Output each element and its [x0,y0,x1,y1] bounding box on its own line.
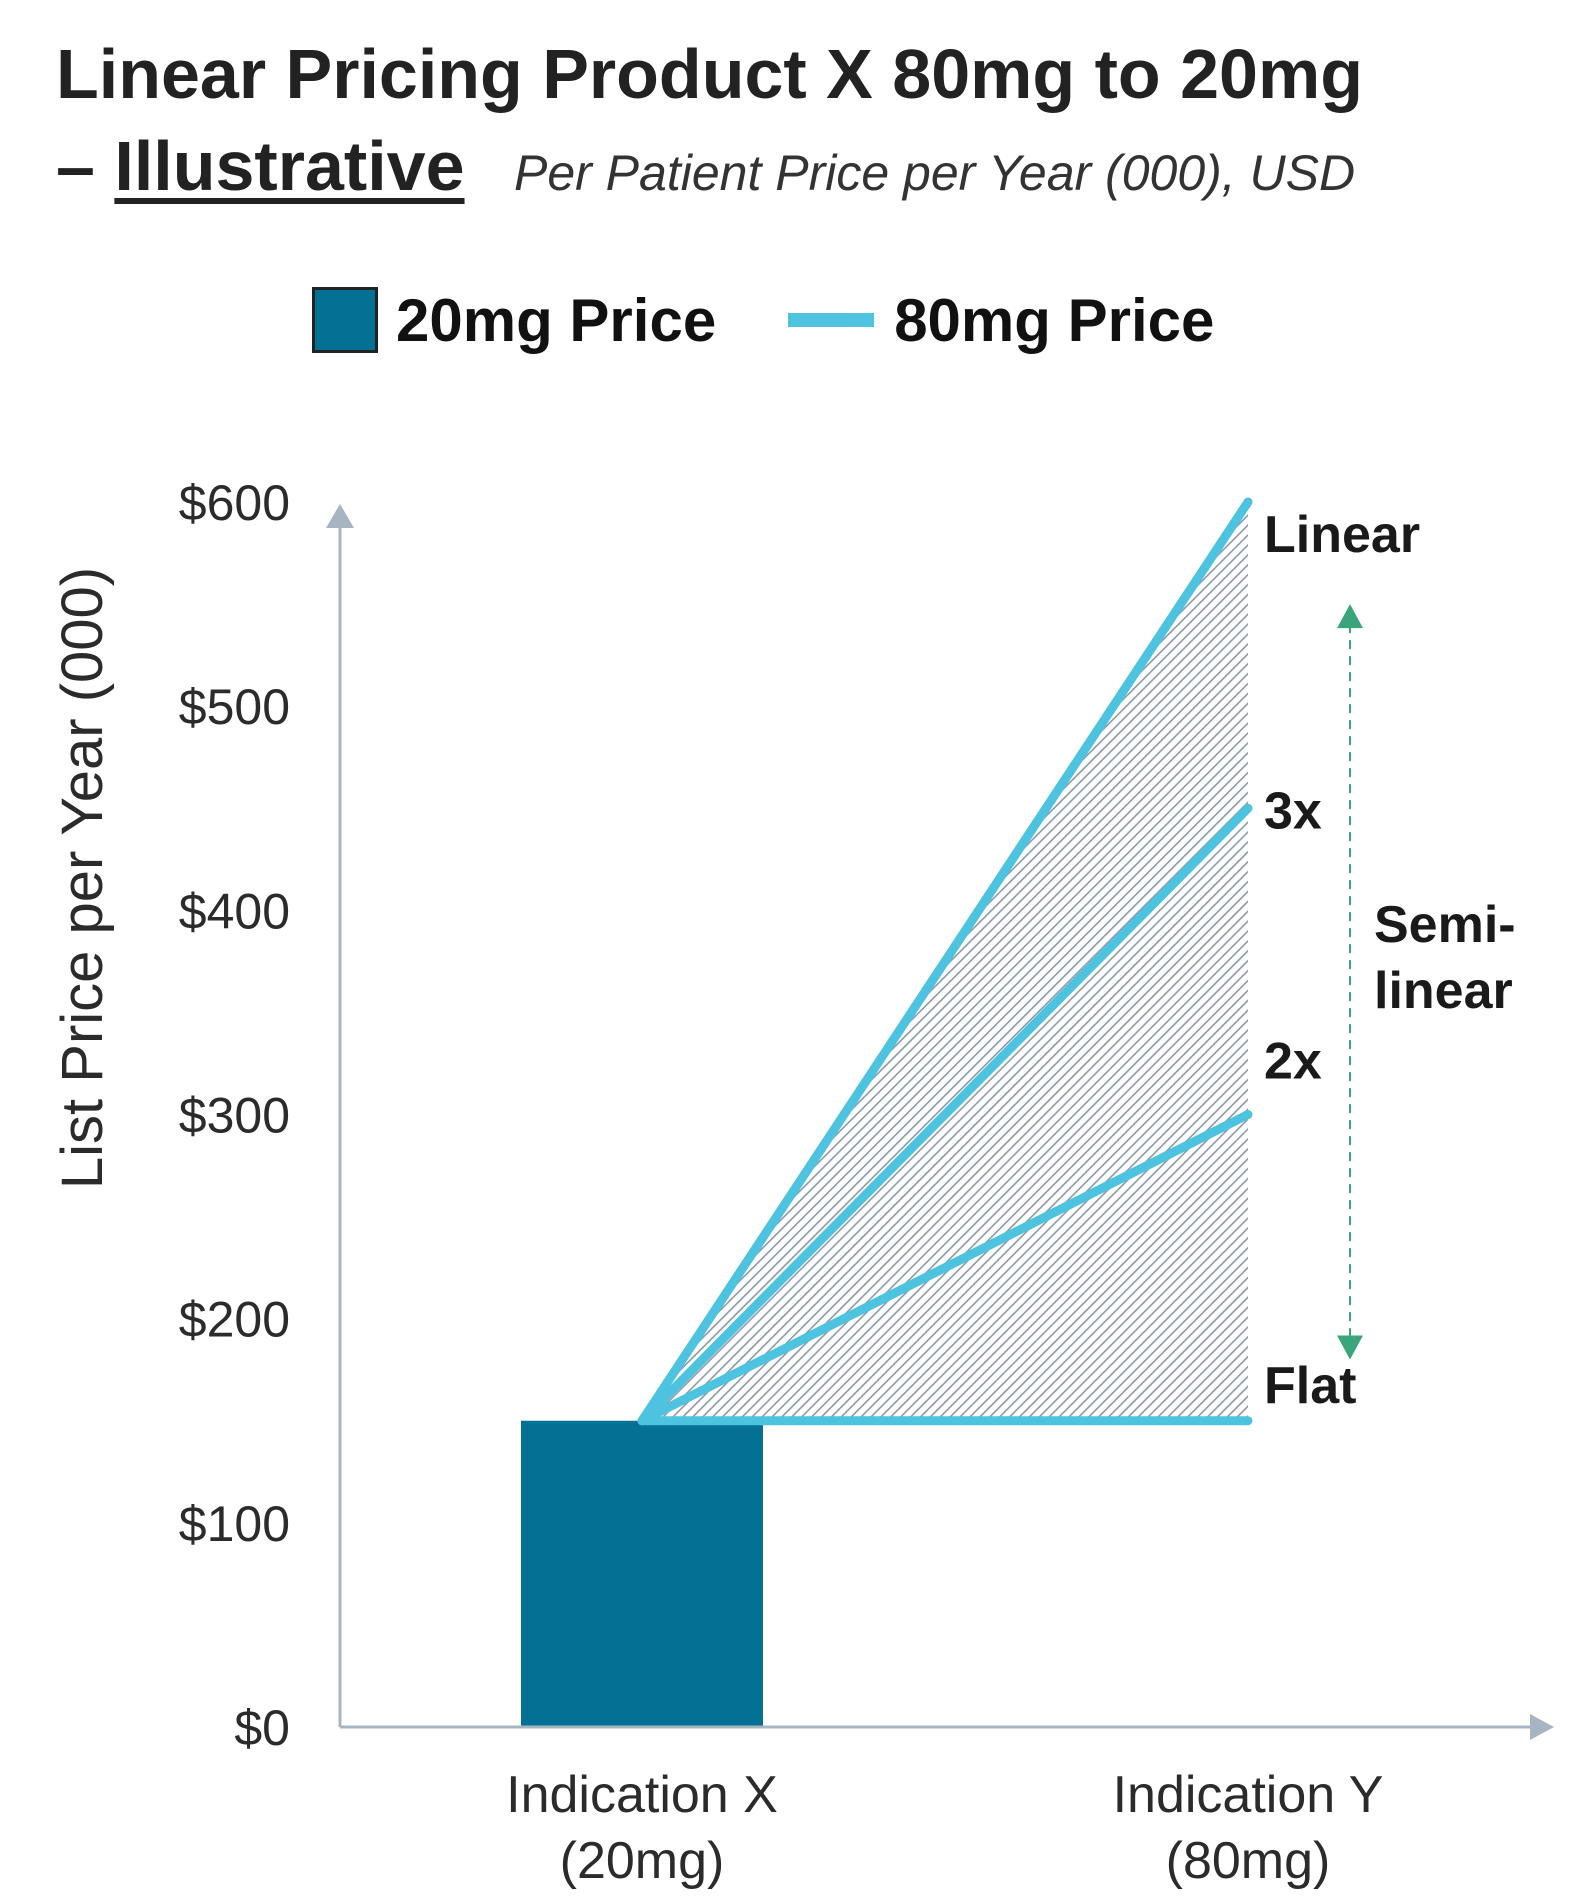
legend: 20mg Price 80mg Price [312,280,1214,360]
price-line-labels: Linear 3x 2x Flat [1264,506,1420,1415]
x-category-labels: Indication X (20mg) Indication Y (80mg) [506,1766,1383,1890]
label-linear: Linear [1264,506,1420,564]
title-illustrative: Illustrative [114,127,465,205]
chart-title: Linear Pricing Product X 80mg to 20mg – … [56,28,1363,219]
x-label-indication-x-dose: (20mg) [560,1832,725,1890]
line-linear [637,497,1253,1426]
y-tick-label: $100 [179,1496,290,1552]
legend-swatch-80mg [788,313,875,327]
x-label-indication-x: Indication X [506,1766,778,1824]
y-tick-labels: $0 $100 $200 $300 $400 $500 $600 [179,475,290,1756]
semi-linear-label-line2: linear [1374,962,1513,1020]
y-axis-label: List Price per Year (000) [50,567,115,1189]
chart-subtitle: Per Patient Price per Year (000), USD [513,145,1356,201]
legend-label-20mg: 20mg Price [396,286,717,354]
price-lines-80mg [637,497,1253,1426]
legend-swatch-20mg [312,287,378,353]
y-tick-label: $200 [179,1292,290,1348]
y-tick-label: $600 [179,475,290,531]
title-dash: – [56,127,95,205]
line-2x [637,1110,1253,1426]
legend-item-20mg: 20mg Price [312,286,716,355]
label-flat: Flat [1264,1357,1356,1415]
semi-linear-label-line1: Semi- [1374,896,1516,954]
label-2x: 2x [1264,1033,1322,1091]
range-arrow-up-head [1337,604,1363,629]
y-tick-label: $400 [179,883,290,939]
y-tick-label: $0 [234,1700,290,1756]
x-label-indication-y-dose: (80mg) [1166,1832,1331,1890]
y-axis-arrow-head [326,504,354,528]
label-3x: 3x [1264,782,1322,840]
x-axis-arrow-head [1530,1714,1554,1740]
title-line1: Linear Pricing Product X 80mg to 20mg [56,35,1363,113]
y-tick-label: $500 [179,679,290,735]
y-tick-label: $300 [179,1088,290,1144]
line-3x [637,803,1253,1426]
range-arrow-down-head [1337,1335,1363,1360]
bar-20mg-price [521,1420,763,1727]
legend-item-80mg: 80mg Price [716,286,1214,355]
legend-label-80mg: 80mg Price [894,286,1215,354]
x-label-indication-y: Indication Y [1113,1766,1384,1824]
